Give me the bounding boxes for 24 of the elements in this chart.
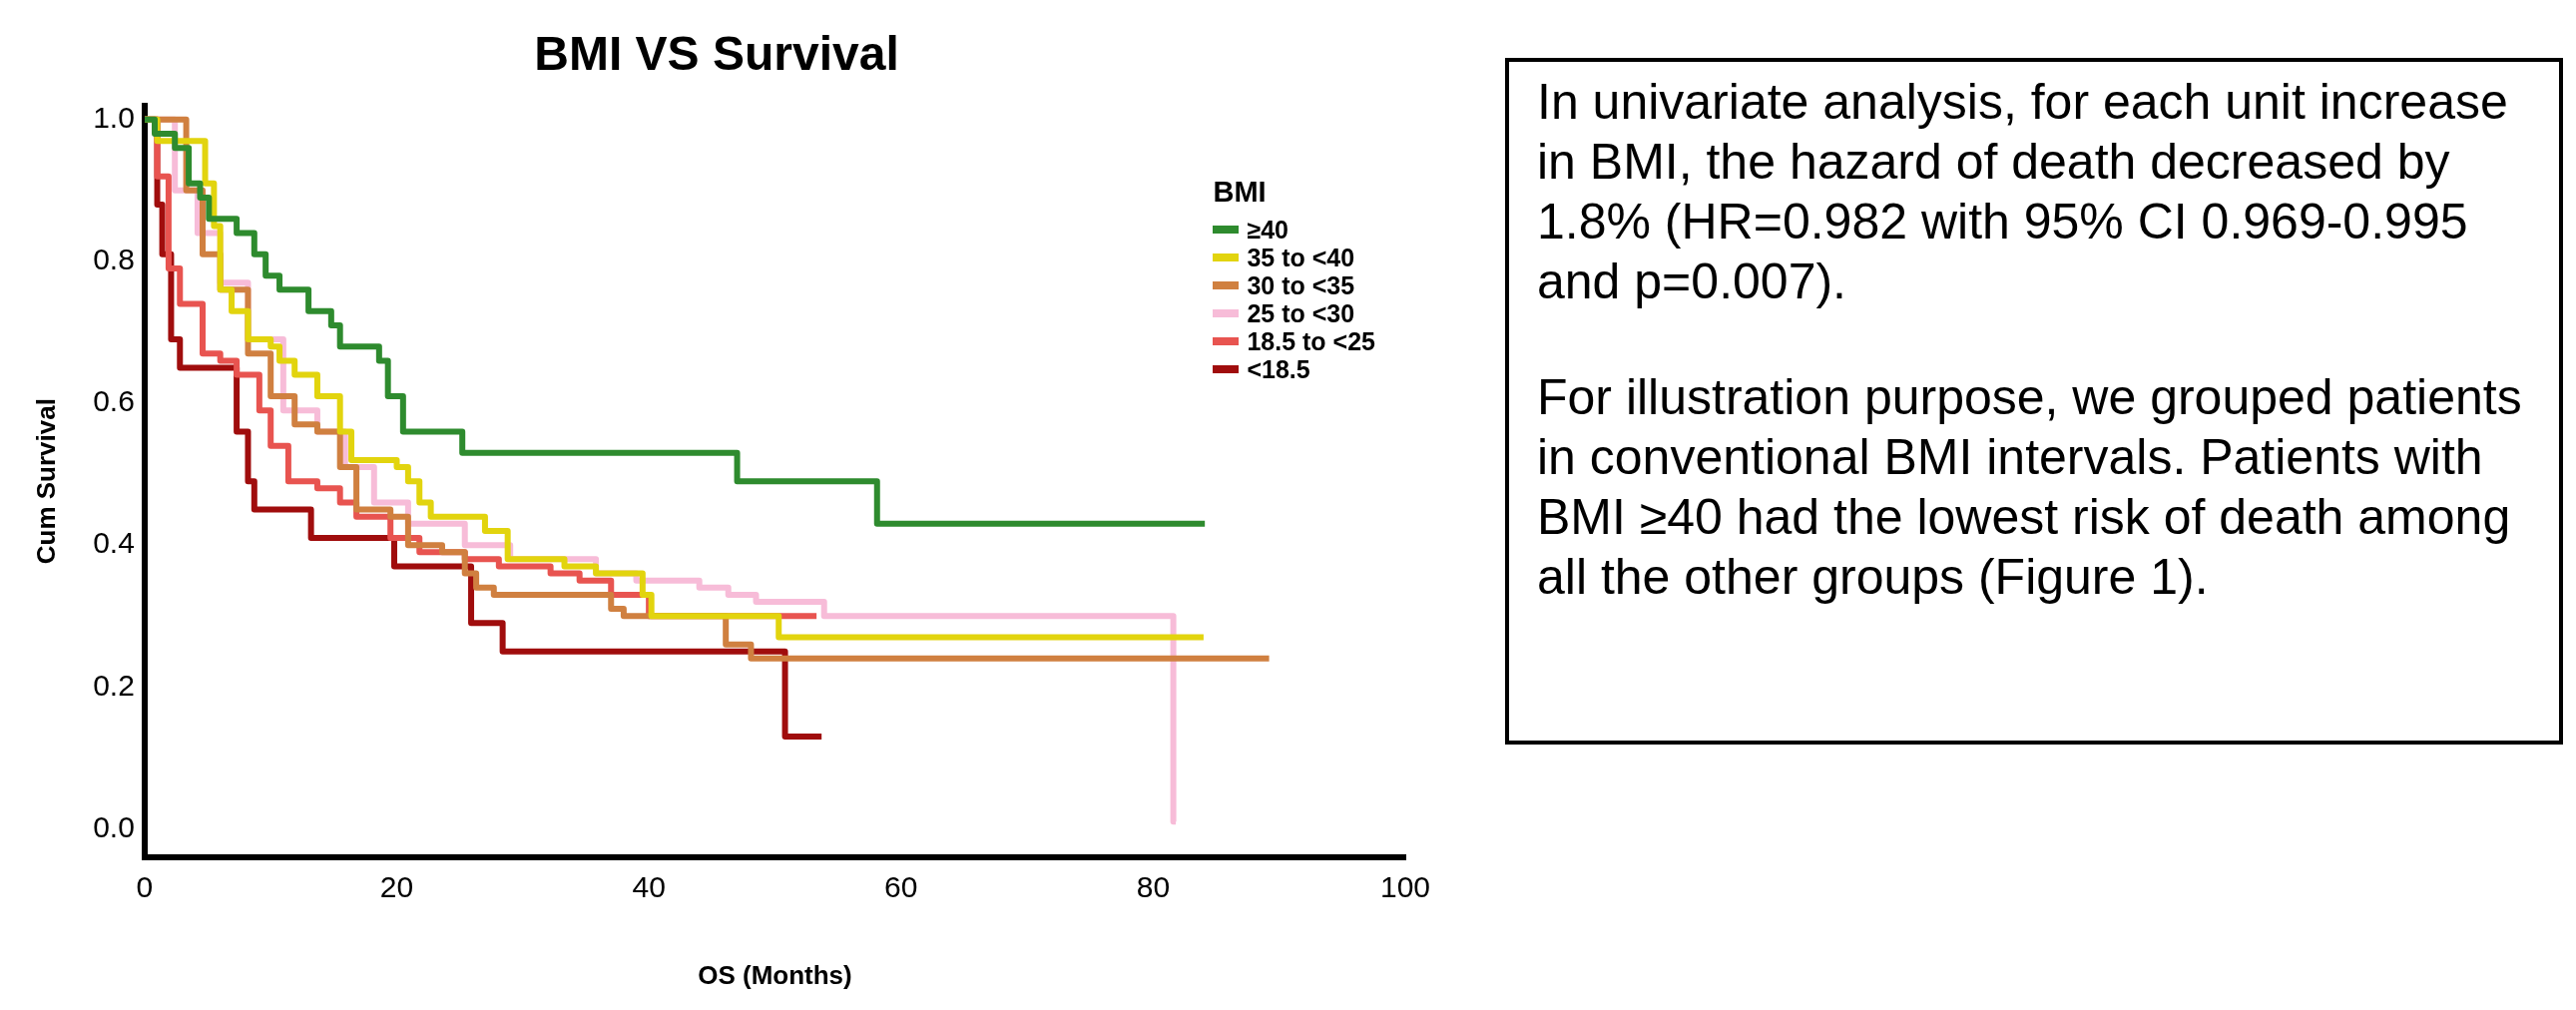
- y-tick-label: 0.6: [93, 384, 135, 418]
- legend-label: ≥40: [1247, 216, 1288, 244]
- legend-label: 30 to <35: [1247, 271, 1355, 299]
- x-tick-label: 100: [1379, 870, 1431, 904]
- chart-title: BMI VS Survival: [534, 27, 899, 81]
- y-tick-label: 1.0: [93, 101, 135, 135]
- y-tick-label: 0.8: [93, 243, 135, 276]
- y-tick-label: 0.2: [93, 668, 135, 702]
- legend-label: 18.5 to <25: [1247, 327, 1375, 355]
- x-tick-label: 0: [136, 870, 154, 904]
- y-tick-label: 0.4: [93, 526, 135, 560]
- x-tick-label: 20: [379, 870, 414, 904]
- legend-label: 25 to <30: [1247, 299, 1355, 327]
- x-axis-title: OS (Months): [698, 959, 852, 990]
- x-tick-label: 60: [884, 870, 918, 904]
- legend-title: BMI: [1213, 176, 1268, 208]
- text: For illustration purpose, we grouped patients in conventional BMI intervals. Patients with BMI ≥40 had the lowest risk of death among all the other groups (Figure 1).: [1537, 368, 2523, 607]
- x-tick-label: 40: [632, 870, 666, 904]
- text: In univariate analysis, for each unit increase in BMI, the hazard of death decreased by 1.8% (HR=0.982 with 95% CI 0.969-0.995 and p=0.007).: [1537, 73, 2509, 311]
- legend-label: <18.5: [1247, 355, 1310, 383]
- legend-label: 35 to <40: [1247, 244, 1355, 271]
- x-tick-label: 80: [1136, 870, 1171, 904]
- y-tick-label: 0.0: [93, 809, 135, 843]
- y-axis-title: Cum Survival: [30, 398, 61, 565]
